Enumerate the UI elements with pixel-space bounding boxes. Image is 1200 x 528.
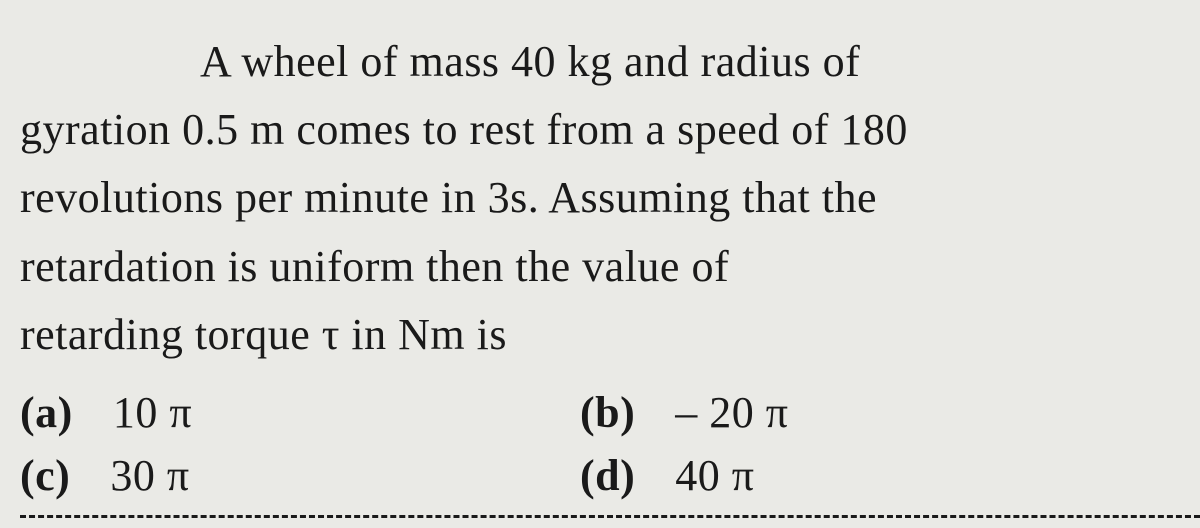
option-d-value: 40 π [675,450,754,501]
option-a-value: 10 π [113,387,192,438]
option-a[interactable]: (a) 10 π [20,387,580,438]
question-line-1: A wheel of mass 40 kg and radius of [20,28,1200,96]
option-d[interactable]: (d) 40 π [580,450,1180,501]
question-line-3: revolutions per minute in 3s. Assuming t… [20,173,877,222]
options-row-2: (c) 30 π (d) 40 π [20,450,1200,501]
option-c-label: (c) [20,450,70,501]
option-c-value: 30 π [110,450,189,501]
bottom-divider [20,515,1200,518]
question-line-4: retardation is uniform then the value of [20,242,729,291]
question-line-5: retarding torque τ in Nm is [20,310,507,359]
option-b-value: – 20 π [675,387,788,438]
options-row-1: (a) 10 π (b) – 20 π [20,387,1200,438]
question-text: A wheel of mass 40 kg and radius of gyra… [20,28,1200,369]
options-block: (a) 10 π (b) – 20 π (c) 30 π (d) 40 π [20,387,1200,501]
question-line-2: gyration 0.5 m comes to rest from a spee… [20,105,908,154]
question-page: A wheel of mass 40 kg and radius of gyra… [0,0,1200,528]
option-b[interactable]: (b) – 20 π [580,387,1180,438]
option-c[interactable]: (c) 30 π [20,450,580,501]
option-d-label: (d) [580,450,635,501]
option-b-label: (b) [580,387,635,438]
option-a-label: (a) [20,387,73,438]
